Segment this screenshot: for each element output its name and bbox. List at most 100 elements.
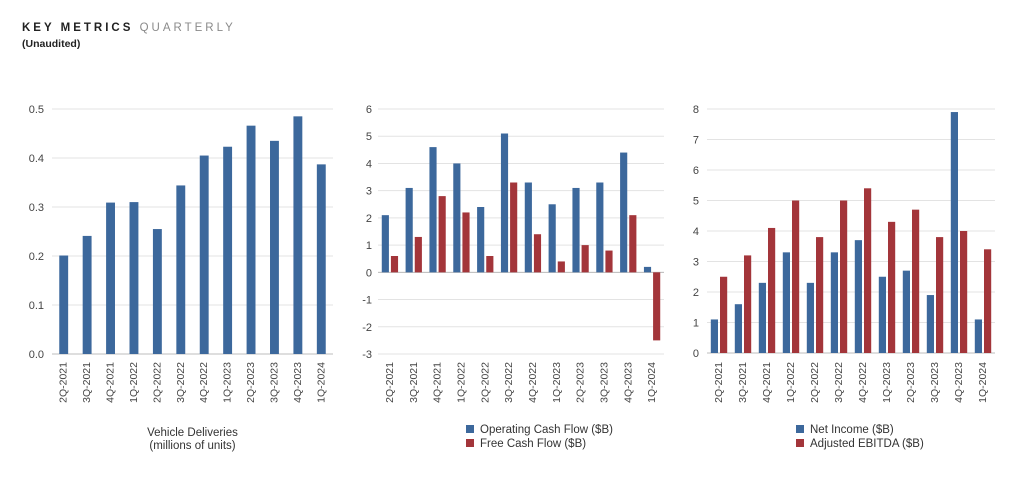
bar — [390, 256, 399, 273]
x-tick-label: 2Q-2021 — [384, 362, 396, 403]
bar — [381, 215, 389, 273]
x-tick-label: 2Q-2023 — [245, 362, 257, 403]
bar — [984, 249, 992, 353]
y-tick-label: 4 — [366, 158, 372, 170]
x-axis-label: Vehicle Deliveries — [147, 427, 238, 439]
bar — [477, 207, 485, 273]
bar — [176, 185, 186, 354]
bar — [462, 212, 470, 273]
bar — [864, 188, 872, 353]
x-tick-label: 3Q-2022 — [175, 362, 187, 403]
x-tick-label: 1Q-2023 — [881, 362, 893, 403]
bar — [486, 256, 494, 273]
y-tick-label: 2 — [366, 213, 372, 225]
legend-swatch — [466, 439, 474, 447]
bar — [533, 234, 542, 273]
bar — [246, 125, 256, 354]
bar — [293, 116, 303, 354]
bar — [500, 133, 509, 273]
x-tick-label: 2Q-2022 — [479, 362, 491, 403]
bar — [82, 235, 92, 354]
x-tick-label: 2Q-2021 — [58, 362, 70, 403]
page-title: KEY METRICS QUARTERLY — [22, 22, 236, 34]
bar — [557, 261, 565, 273]
bar — [581, 245, 589, 273]
bar — [605, 250, 613, 273]
x-tick-label: 1Q-2022 — [785, 362, 797, 403]
bar — [223, 146, 233, 354]
y-tick-label: 2 — [693, 287, 699, 299]
y-tick-label: -1 — [362, 295, 372, 307]
bar — [902, 270, 910, 353]
x-tick-label: 4Q-2022 — [198, 362, 210, 403]
bar — [768, 227, 776, 353]
x-tick-label: 3Q-2021 — [737, 362, 749, 403]
x-tick-label: 3Q-2021 — [81, 362, 93, 403]
bar — [414, 236, 422, 273]
y-tick-label: 0.4 — [29, 153, 44, 165]
bar — [270, 140, 279, 354]
y-tick-label: 6 — [366, 104, 372, 116]
y-tick-label: 0.3 — [29, 202, 44, 214]
x-tick-label: 4Q-2023 — [292, 362, 304, 403]
x-tick-label: 3Q-2023 — [929, 362, 941, 403]
x-tick-label: 4Q-2021 — [105, 362, 117, 403]
bar — [888, 221, 896, 353]
bar — [950, 112, 958, 353]
x-tick-label: 1Q-2024 — [315, 362, 327, 403]
bar — [854, 240, 862, 353]
x-tick-label: 3Q-2023 — [598, 362, 610, 403]
bar — [643, 266, 652, 273]
bar — [734, 304, 742, 353]
bar — [524, 182, 532, 273]
y-tick-label: 0.1 — [29, 300, 44, 312]
bar — [926, 295, 934, 353]
bar — [720, 276, 728, 353]
y-tick-label: 0 — [366, 267, 372, 279]
x-tick-label: 4Q-2022 — [857, 362, 869, 403]
bar — [316, 164, 326, 354]
x-tick-label: 2Q-2023 — [905, 362, 917, 403]
x-axis-label: (millions of units) — [149, 440, 235, 452]
y-tick-label: 4 — [693, 226, 699, 238]
x-tick-label: 1Q-2022 — [128, 362, 140, 403]
bar — [429, 147, 437, 273]
bar — [510, 182, 518, 273]
y-tick-label: 1 — [366, 240, 372, 252]
legend-label: Adjusted EBITDA ($B) — [810, 438, 924, 450]
x-tick-label: 1Q-2023 — [222, 362, 234, 403]
x-tick-label: 1Q-2024 — [646, 362, 658, 403]
legend-label: Net Income ($B) — [810, 424, 894, 436]
bar — [936, 237, 944, 353]
x-tick-label: 2Q-2022 — [151, 362, 163, 403]
x-tick-label: 2Q-2023 — [575, 362, 587, 403]
x-tick-label: 2Q-2022 — [809, 362, 821, 403]
title-bold: KEY METRICS — [22, 22, 134, 34]
bar — [596, 182, 604, 273]
y-tick-label: 3 — [366, 186, 372, 198]
bar — [199, 155, 209, 354]
y-tick-label: 6 — [693, 165, 699, 177]
bar — [878, 276, 886, 353]
bar — [912, 209, 920, 353]
bar — [572, 187, 580, 273]
legend-swatch — [796, 439, 804, 447]
bar — [830, 252, 838, 353]
y-tick-label: -2 — [362, 322, 372, 334]
x-tick-label: 3Q-2023 — [268, 362, 280, 403]
x-tick-label: 4Q-2023 — [953, 362, 965, 403]
bar — [106, 202, 115, 354]
bar — [59, 255, 69, 354]
bar — [758, 282, 766, 353]
x-tick-label: 2Q-2021 — [713, 362, 725, 403]
bar — [974, 319, 982, 353]
x-tick-label: 4Q-2021 — [432, 362, 444, 403]
bar — [629, 215, 637, 273]
bar — [816, 237, 824, 353]
y-tick-label: 0.5 — [29, 104, 44, 116]
y-tick-label: 5 — [366, 131, 372, 143]
bar — [405, 187, 413, 273]
bar — [438, 196, 446, 273]
bar — [129, 202, 139, 354]
